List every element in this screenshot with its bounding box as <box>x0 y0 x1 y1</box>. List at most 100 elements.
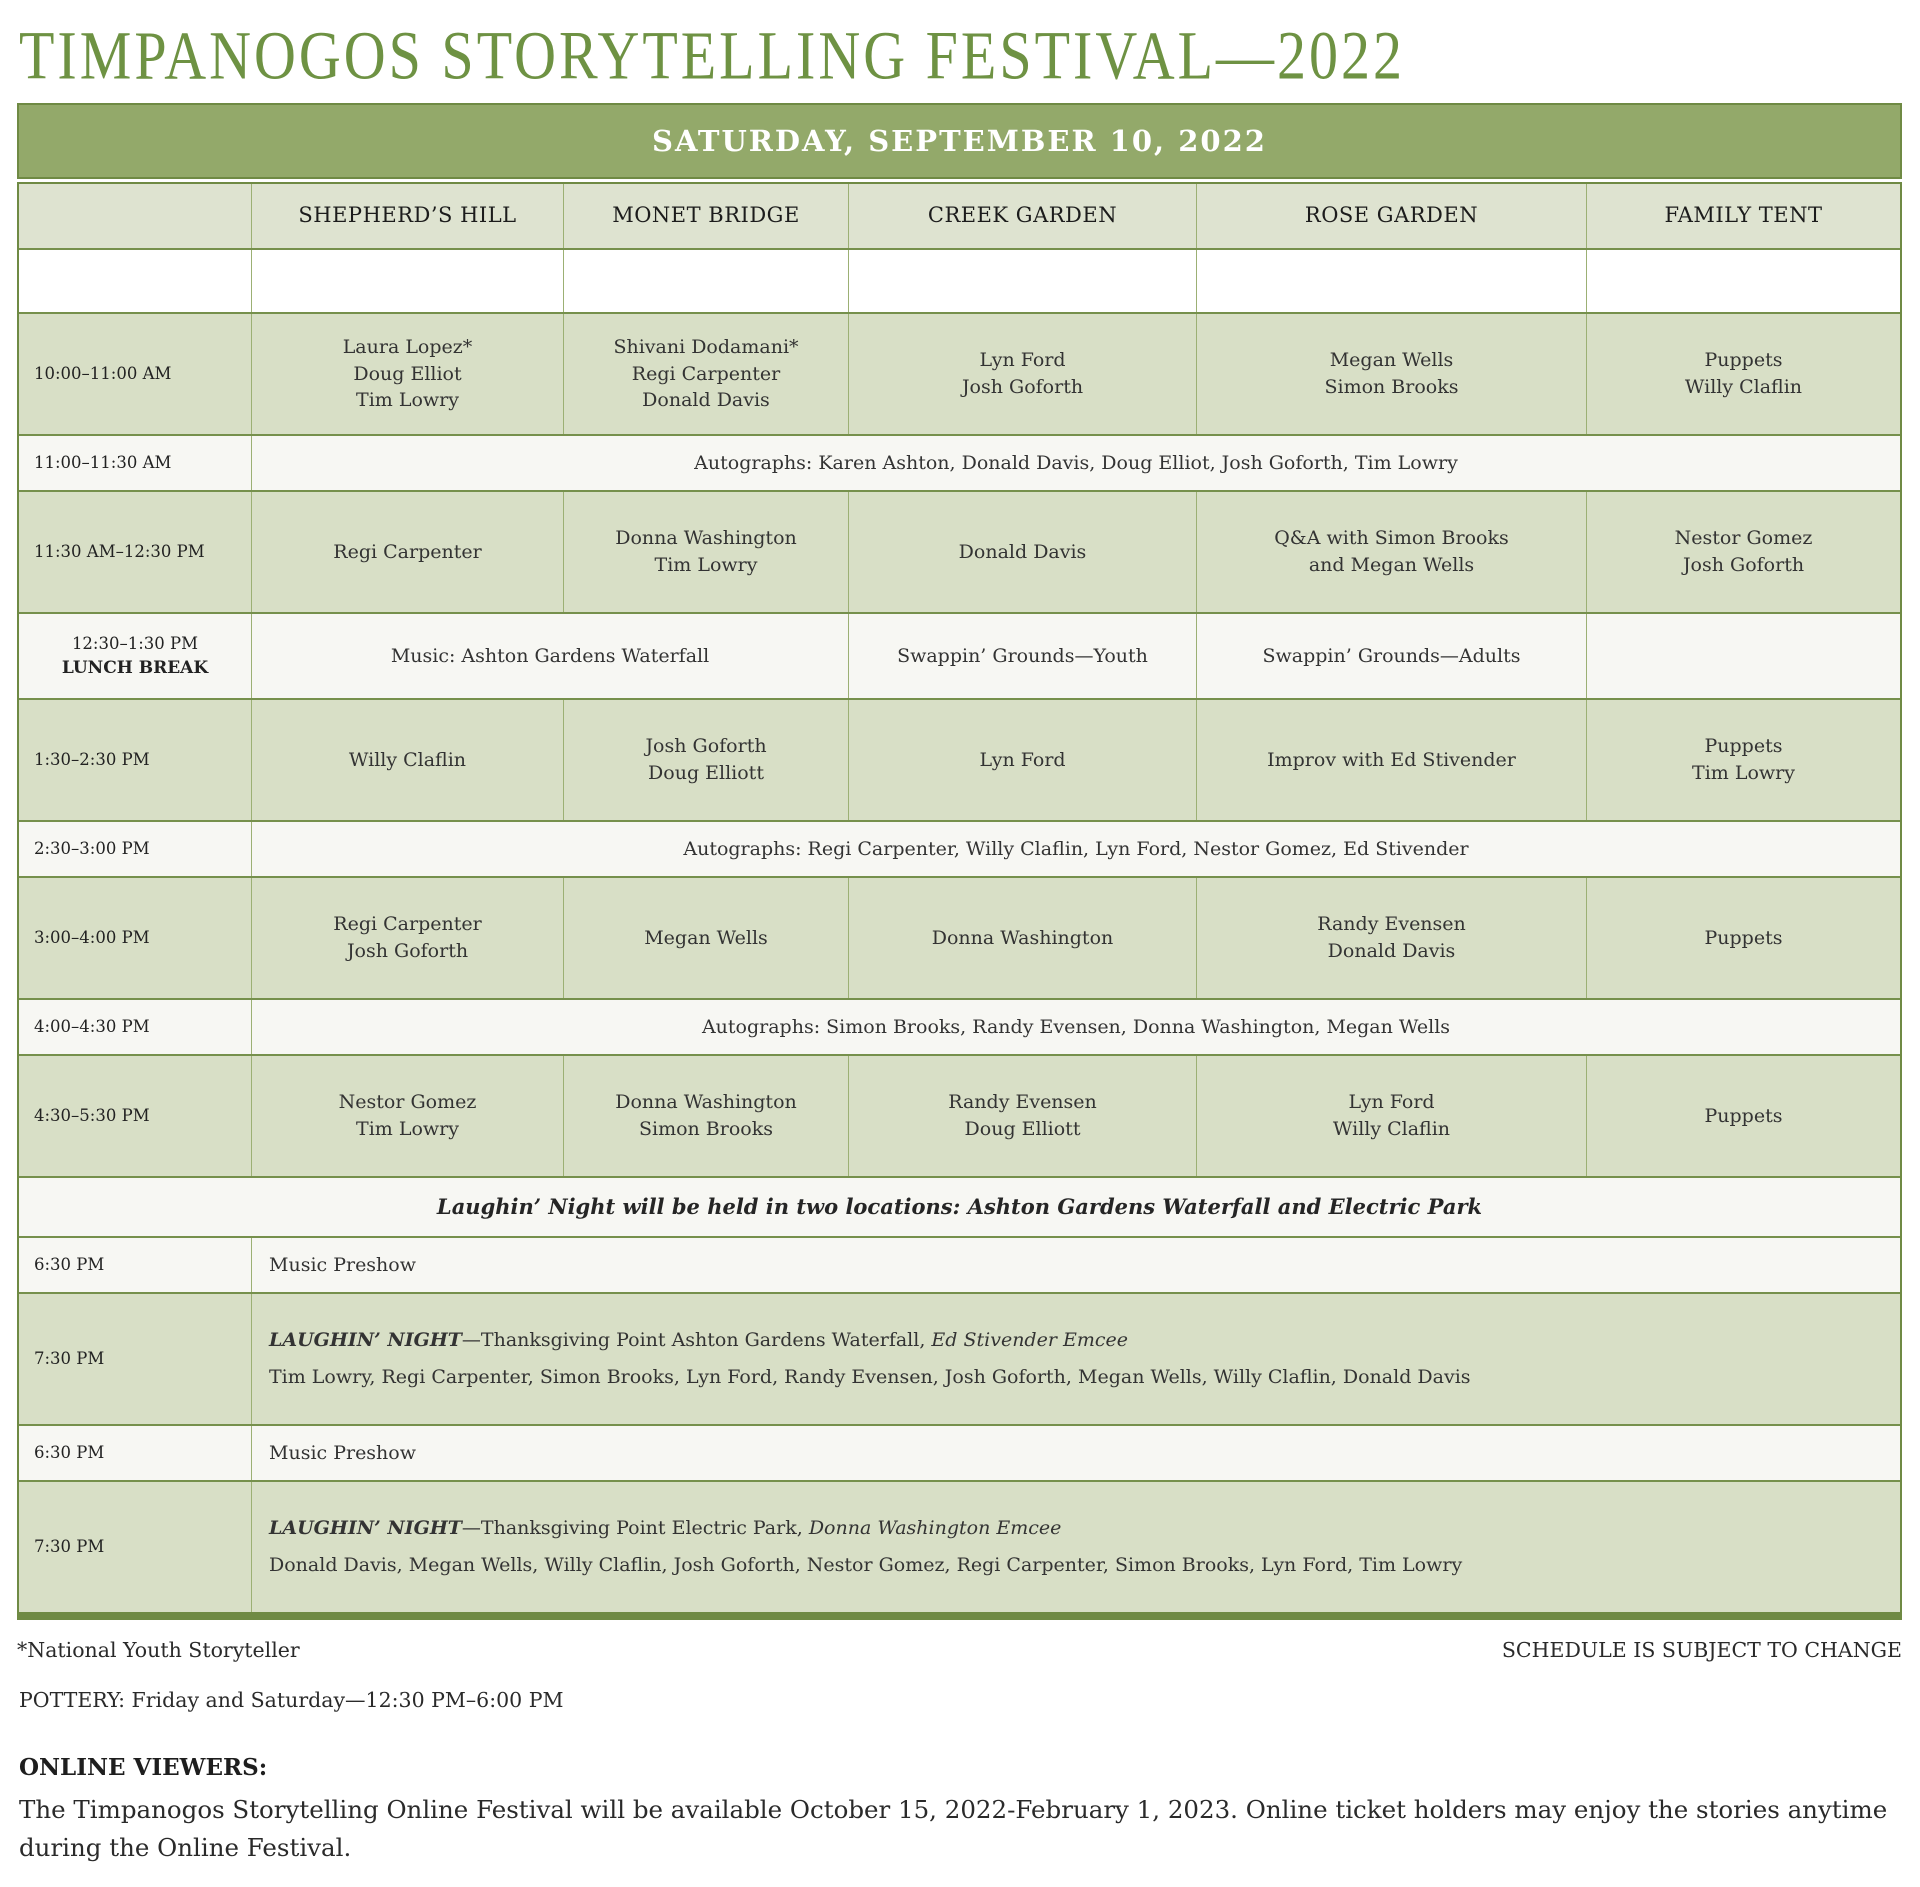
cell-family-tent: Puppets Willy Claflin <box>1587 314 1900 434</box>
time-cell: 4:00–4:30 PM <box>19 1000 252 1054</box>
laughin-night-venue: —Thanksgiving Point Electric Park, <box>461 1517 809 1540</box>
performer: Lyn Ford <box>979 349 1066 372</box>
cell-shepherds-hill: Regi Carpenter <box>252 492 564 612</box>
header-cell-family-tent: FAMILY TENT <box>1664 203 1823 228</box>
national-youth-storyteller-note: *National Youth Storyteller <box>17 1638 300 1662</box>
performer: Donald Davis <box>642 389 770 412</box>
laughin-night-cell: LAUGHIN’ NIGHT—Thanksgiving Point Electr… <box>252 1482 1900 1612</box>
row-autographs-4pm: 4:00–4:30 PM Autographs: Simon Brooks, R… <box>19 998 1900 1054</box>
schedule-table: SHEPHERD’S HILL MONET BRIDGE CREEK GARDE… <box>17 182 1902 1620</box>
row-autographs-11am: 11:00–11:30 AM Autographs: Karen Ashton,… <box>19 434 1900 490</box>
music-preshow-cell: Music Preshow <box>269 1253 416 1276</box>
festival-title: TIMPANOGOS STORYTELLING FESTIVAL—2022 <box>19 17 1406 94</box>
laughin-night-headline: LAUGHIN’ NIGHT—Thanksgiving Point Electr… <box>269 1515 1061 1542</box>
cell-family-tent: Nestor Gomez Josh Goforth <box>1587 492 1900 612</box>
performer: Randy Evensen <box>1317 913 1466 936</box>
empty-cell <box>849 250 1197 312</box>
performer: Nestor Gomez <box>1674 527 1813 550</box>
cell-creek-garden: Randy Evensen Doug Elliott <box>849 1056 1197 1176</box>
performer: Megan Wells <box>644 926 768 949</box>
time-cell: 12:30–1:30 PM LUNCH BREAK <box>19 614 252 698</box>
laughin-night-performers: Tim Lowry, Regi Carpenter, Simon Brooks,… <box>269 1366 1471 1388</box>
pottery-note: POTTERY: Friday and Saturday—12:30 PM–6:… <box>19 1688 564 1712</box>
time-cell: 6:30 PM <box>19 1426 252 1480</box>
performer: Puppets <box>1704 349 1783 372</box>
performer: Josh Goforth <box>346 940 469 962</box>
cell-family-tent: Puppets <box>1587 878 1900 998</box>
online-viewers-heading: ONLINE VIEWERS: <box>19 1754 268 1781</box>
performer: Willy Claflin <box>1684 376 1803 398</box>
performer: Regi Carpenter <box>333 913 482 936</box>
cell-monet-bridge: Shivani Dodamani* Regi Carpenter Donald … <box>564 314 849 434</box>
cell-creek-garden: Donald Davis <box>849 492 1197 612</box>
cell-creek-garden: Lyn Ford <box>849 700 1197 820</box>
cell-monet-bridge: Josh Goforth Doug Elliott <box>564 700 849 820</box>
empty-row <box>19 248 1900 312</box>
laughin-night-label: LAUGHIN’ NIGHT <box>269 1329 462 1352</box>
laughin-night-emcee: Donna Washington Emcee <box>808 1517 1062 1540</box>
performer: Tim Lowry <box>356 389 459 412</box>
performer: Lyn Ford <box>979 748 1066 771</box>
cell-shepherds-hill: Laura Lopez* Doug Elliot Tim Lowry <box>252 314 564 434</box>
event: Improv with Ed Stivender <box>1267 748 1516 771</box>
row-music-preshow-1: 6:30 PM Music Preshow <box>19 1236 1900 1292</box>
cell-shepherds-hill: Nestor Gomez Tim Lowry <box>252 1056 564 1176</box>
cell-creek-garden: Swappin’ Grounds—Youth <box>849 614 1197 698</box>
cell-rose-garden: Improv with Ed Stivender <box>1197 700 1587 820</box>
cell-monet-bridge: Donna Washington Simon Brooks <box>564 1056 849 1176</box>
row-430pm: 4:30–5:30 PM Nestor Gomez Tim Lowry Donn… <box>19 1054 1900 1176</box>
time-cell: 6:30 PM <box>19 1238 252 1292</box>
performer: Donna Washington <box>615 527 797 550</box>
performer: Willy Claflin <box>348 748 467 771</box>
row-1130am: 11:30 AM–12:30 PM Regi Carpenter Donna W… <box>19 490 1900 612</box>
music-cell: Music: Ashton Gardens Waterfall <box>252 614 849 698</box>
row-130pm: 1:30–2:30 PM Willy Claflin Josh Goforth … <box>19 698 1900 820</box>
cell-creek-garden: Lyn Ford Josh Goforth <box>849 314 1197 434</box>
performer: Willy Claflin <box>1332 1118 1451 1140</box>
lunch-break-label: LUNCH BREAK <box>61 657 209 678</box>
header-cell-creek-garden: CREEK GARDEN <box>849 184 1197 248</box>
performer: Randy Evensen <box>948 1091 1097 1114</box>
laughin-night-cell: LAUGHIN’ NIGHT—Thanksgiving Point Ashton… <box>252 1294 1900 1424</box>
row-10am: 10:00–11:00 AM Laura Lopez* Doug Elliot … <box>19 312 1900 434</box>
cell-monet-bridge: Megan Wells <box>564 878 849 998</box>
performer: Donna Washington <box>931 926 1114 949</box>
laughin-night-venue: —Thanksgiving Point Ashton Gardens Water… <box>461 1329 932 1352</box>
performer: Lyn Ford <box>1348 1091 1435 1114</box>
performer: Simon Brooks <box>1324 376 1459 398</box>
performer: Tim Lowry <box>654 554 758 576</box>
performer: Simon Brooks <box>638 1118 773 1140</box>
cell-family-tent: Puppets Tim Lowry <box>1587 700 1900 820</box>
event: Q&A with Simon Brooks <box>1274 527 1509 550</box>
autographs-cell: Autographs: Simon Brooks, Randy Evensen,… <box>701 1015 1451 1038</box>
lunch-time: 12:30–1:30 PM <box>71 633 199 653</box>
day-banner-text: SATURDAY, SEPTEMBER 10, 2022 <box>652 124 1267 158</box>
time-cell: 11:00–11:30 AM <box>19 436 252 490</box>
laughin-night-emcee: Ed Stivender Emcee <box>931 1329 1128 1352</box>
cell-rose-garden: Megan Wells Simon Brooks <box>1197 314 1587 434</box>
performer: Regi Carpenter <box>333 540 482 563</box>
cell-family-tent <box>1587 614 1900 698</box>
performer: Donna Washington <box>615 1091 797 1114</box>
performer: Regi Carpenter <box>631 362 781 385</box>
cell-monet-bridge: Donna Washington Tim Lowry <box>564 492 849 612</box>
cell-family-tent: Puppets <box>1587 1056 1900 1176</box>
performer: Tim Lowry <box>356 1118 459 1140</box>
empty-cell <box>1197 250 1587 312</box>
laughin-night-performers: Donald Davis, Megan Wells, Willy Claflin… <box>269 1554 1463 1576</box>
header-cell-rose-garden: ROSE GARDEN <box>1197 184 1587 248</box>
header-cell-empty <box>19 184 252 248</box>
performer: Doug Elliott <box>964 1118 1081 1140</box>
laughin-night-label: LAUGHIN’ NIGHT <box>269 1517 462 1540</box>
header-cell-shepherds-hill: SHEPHERD’S HILL <box>252 184 564 248</box>
performer: Josh Goforth <box>961 376 1084 398</box>
cell-shepherds-hill: Regi Carpenter Josh Goforth <box>252 878 564 998</box>
performer: Doug Elliott <box>648 762 764 784</box>
performer: Tim Lowry <box>1692 762 1795 784</box>
cell-rose-garden: Lyn Ford Willy Claflin <box>1197 1056 1587 1176</box>
subject-to-change-note: SCHEDULE IS SUBJECT TO CHANGE <box>1501 1638 1902 1662</box>
event: Puppets <box>1704 926 1783 949</box>
header-cell-monet-bridge: MONET BRIDGE <box>564 184 849 248</box>
cell-rose-garden: Swappin’ Grounds—Adults <box>1197 614 1587 698</box>
empty-cell <box>564 250 849 312</box>
